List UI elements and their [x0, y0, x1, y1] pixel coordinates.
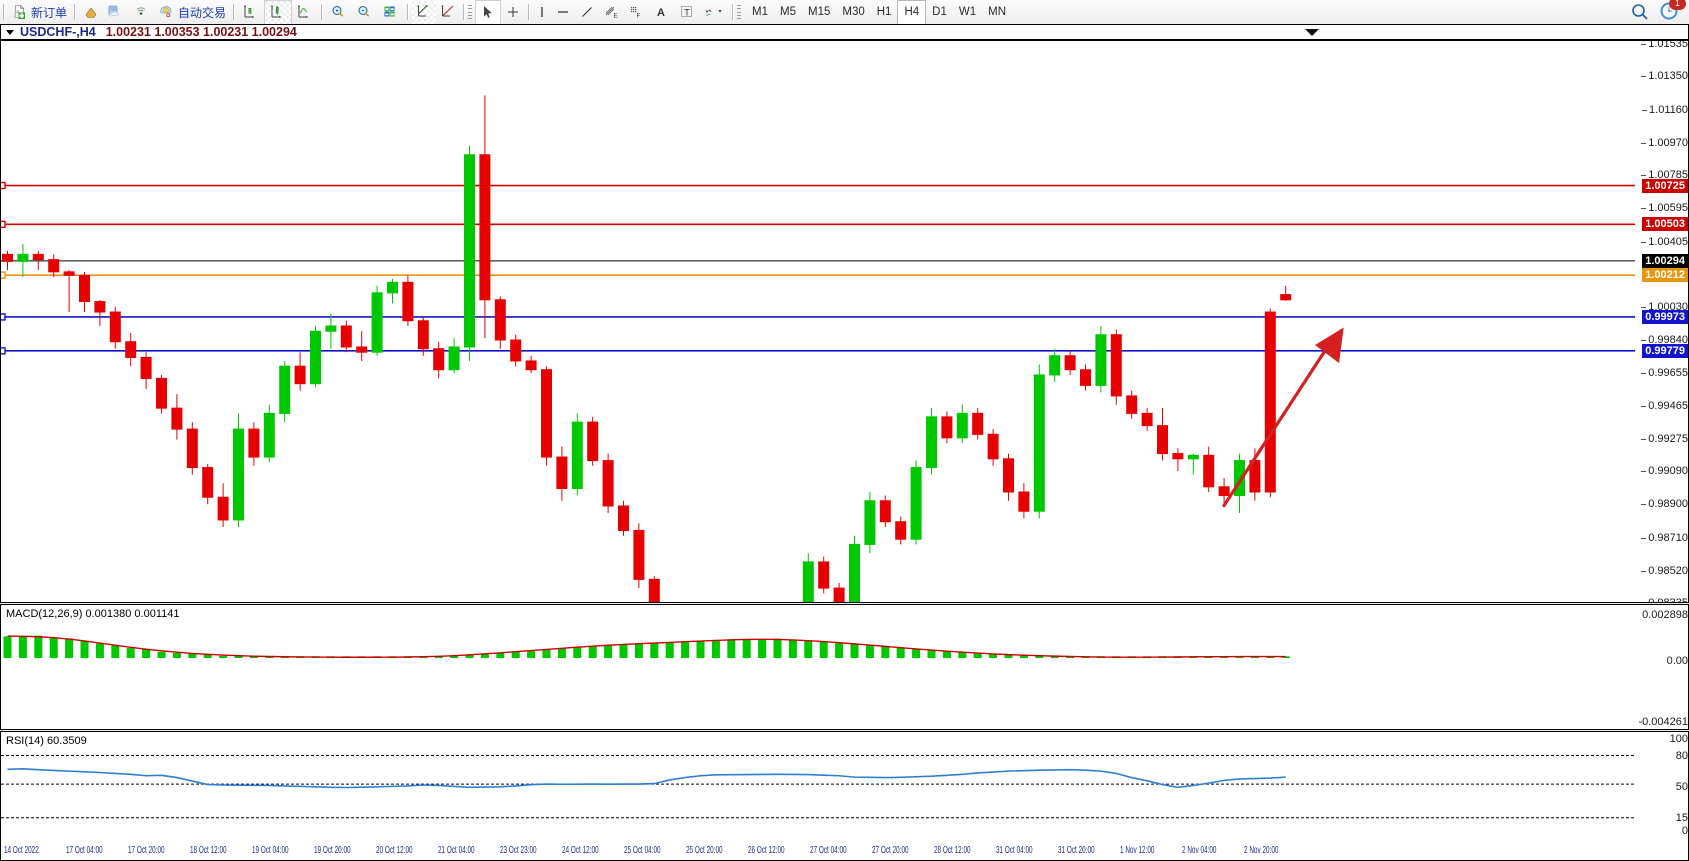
- svg-text:E: E: [614, 14, 618, 20]
- svg-text:F: F: [637, 14, 641, 20]
- svg-text:T: T: [684, 8, 690, 18]
- svg-text:A: A: [657, 7, 665, 19]
